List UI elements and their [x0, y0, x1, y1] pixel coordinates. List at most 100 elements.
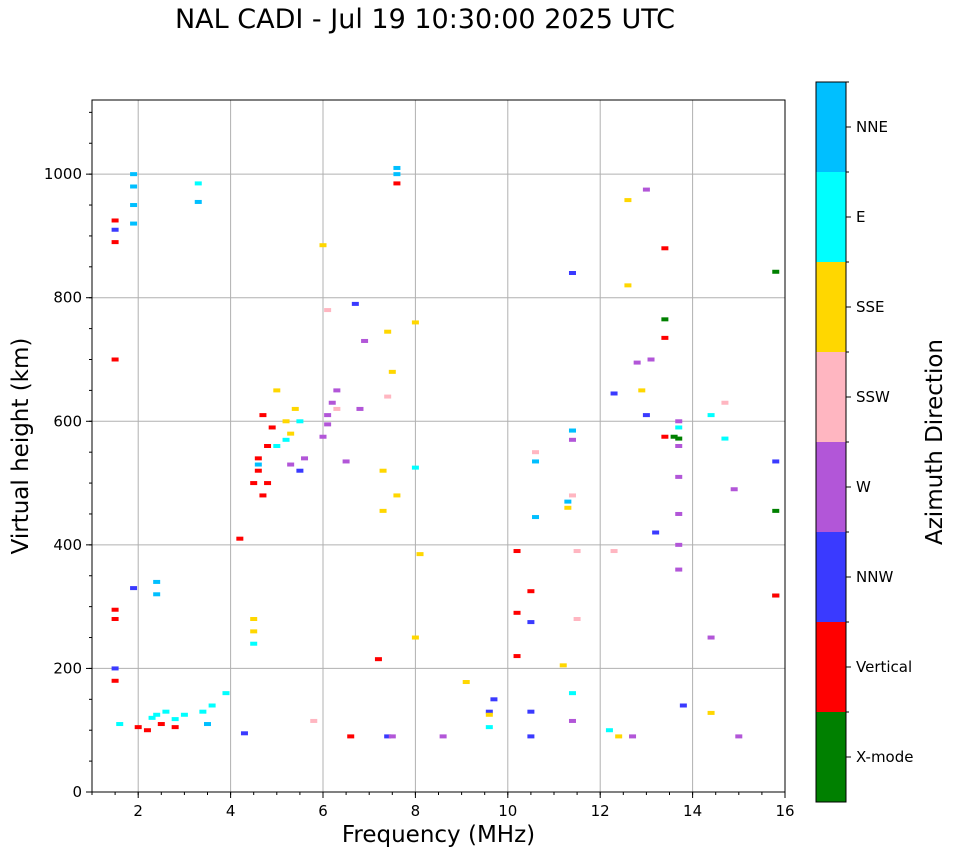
data-point-w — [324, 422, 332, 427]
data-point-sse — [250, 629, 258, 634]
data-point-w — [568, 718, 576, 723]
colorbar-segment — [816, 262, 846, 352]
data-point-nne — [204, 722, 211, 727]
data-point-e — [162, 709, 170, 714]
data-point-vertical — [527, 589, 535, 594]
data-point-e — [208, 703, 216, 708]
data-point-vertical — [111, 678, 119, 683]
data-point-ssw — [573, 549, 581, 554]
data-point-w — [319, 434, 327, 439]
colorbar-tick-label: X-mode — [856, 748, 913, 766]
data-point-sse — [379, 508, 387, 513]
data-point-vertical — [268, 425, 276, 430]
data-point-w — [287, 462, 295, 467]
data-point-nnw — [772, 459, 780, 464]
data-point-sse — [462, 680, 470, 685]
data-point-e — [116, 722, 124, 727]
data-point-sse — [250, 617, 258, 621]
data-point-w — [675, 511, 683, 516]
data-point-vertical — [772, 593, 780, 598]
data-point-nnw — [351, 301, 359, 306]
data-point-sse — [615, 734, 623, 739]
data-point-x-mode — [772, 269, 780, 274]
data-point-w — [342, 459, 350, 464]
data-point-w — [730, 487, 738, 492]
data-point-vertical — [254, 468, 262, 473]
data-point-ssw — [310, 718, 318, 723]
x-tick-label: 14 — [683, 802, 702, 820]
data-point-nnw — [568, 271, 576, 275]
data-point-nne — [130, 184, 138, 189]
colorbar-segment — [816, 442, 846, 532]
data-point-w — [361, 338, 369, 343]
data-point-e — [273, 444, 281, 448]
data-point-nne — [130, 203, 138, 208]
data-point-x-mode — [772, 508, 780, 513]
data-point-ssw — [532, 450, 540, 455]
data-point-nnw — [527, 620, 535, 625]
colorbar-tick-label: W — [856, 478, 871, 496]
data-point-e — [171, 717, 179, 722]
colorbar-frame — [815, 81, 847, 803]
data-point-sse — [273, 388, 281, 393]
data-point-w — [675, 474, 683, 479]
x-tick-label: 10 — [498, 802, 517, 820]
colorbar-tick-label: Vertical — [856, 658, 912, 676]
data-point-e — [199, 709, 207, 714]
y-tick-label: 200 — [53, 659, 82, 677]
data-point-vertical — [259, 413, 267, 418]
data-point-nne — [393, 165, 401, 170]
x-axis-label: Frequency (MHz) — [342, 822, 535, 848]
data-point-sse — [291, 406, 299, 411]
data-point-ssw — [573, 617, 581, 621]
colorbar-tick-label: E — [856, 208, 865, 226]
y-tick-label: 800 — [53, 289, 82, 307]
x-tick-label: 16 — [775, 802, 794, 820]
data-point-sse — [319, 243, 327, 248]
data-points — [111, 165, 780, 739]
data-point-sse — [384, 329, 392, 334]
data-point-nne — [393, 172, 401, 177]
data-point-e — [180, 712, 188, 717]
y-tick-label: 0 — [72, 783, 82, 801]
data-point-w — [675, 444, 683, 448]
data-point-vertical — [134, 725, 142, 730]
data-point-x-mode — [661, 317, 669, 322]
y-axis-label: Virtual height (km) — [8, 338, 34, 555]
data-point-e — [411, 465, 419, 470]
data-point-vertical — [661, 335, 669, 340]
data-point-sse — [282, 419, 290, 424]
data-point-sse — [416, 552, 424, 557]
axis-ticks: 2 4 6 8 10 12 14 16 0 200 400 600 800 1000 — [44, 111, 795, 820]
data-point-w — [324, 413, 332, 418]
data-point-sse — [707, 710, 715, 715]
data-point-vertical — [264, 444, 272, 448]
data-point-nne — [564, 499, 572, 504]
data-point-ssw — [568, 493, 576, 498]
data-point-nne — [532, 515, 540, 520]
data-point-nnw — [642, 413, 650, 418]
data-point-nnw — [490, 697, 498, 702]
data-point-nnw — [679, 703, 687, 708]
data-point-vertical — [259, 493, 267, 498]
data-point-w — [328, 400, 336, 405]
x-tick-label: 12 — [591, 802, 610, 820]
data-point-w — [629, 734, 637, 739]
x-tick-label: 2 — [133, 802, 143, 820]
data-point-sse — [393, 493, 401, 498]
colorbar-tick-label: NNW — [856, 568, 893, 586]
y-tick-label: 600 — [53, 412, 82, 430]
x-tick-label: 8 — [411, 802, 421, 820]
colorbar: X-mode Vertical NNW W SSW SSE E NNE — [815, 81, 913, 803]
data-point-w — [333, 388, 341, 393]
data-point-w — [388, 734, 396, 739]
data-point-vertical — [236, 536, 244, 541]
data-point-vertical — [661, 434, 669, 439]
data-point-ssw — [384, 394, 392, 399]
data-point-e — [296, 419, 304, 424]
data-point-nnw — [111, 227, 119, 232]
colorbar-tick-label: SSE — [856, 298, 885, 316]
data-point-sse — [287, 431, 295, 436]
data-point-nnw — [652, 530, 660, 535]
